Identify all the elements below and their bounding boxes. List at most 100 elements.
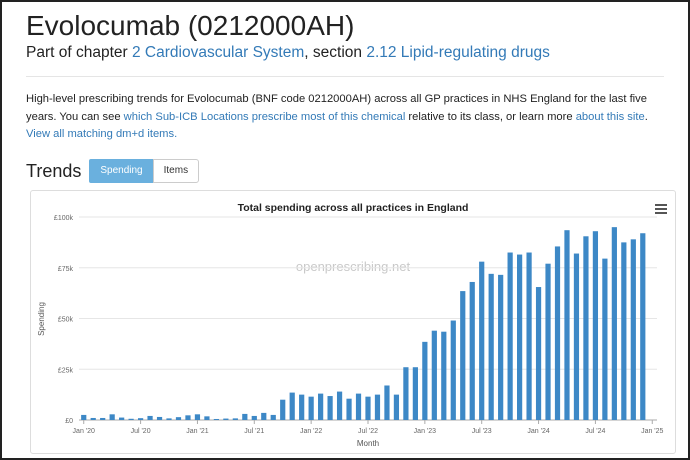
data-bar[interactable] (450, 320, 456, 420)
data-bar[interactable] (479, 261, 485, 420)
description-text-2: relative to its class, or learn more (405, 111, 576, 123)
data-bar[interactable] (147, 415, 153, 420)
y-axis-label: Spending (37, 302, 46, 336)
data-bar[interactable] (261, 412, 267, 420)
sub-icb-locations-link[interactable]: which Sub-ICB Locations prescribe most o… (123, 111, 406, 123)
data-bar[interactable] (346, 398, 352, 420)
data-bar[interactable] (175, 417, 182, 420)
data-bar[interactable] (630, 239, 636, 420)
data-bar[interactable] (308, 396, 314, 420)
data-bar[interactable] (299, 394, 305, 420)
data-bar[interactable] (403, 367, 409, 420)
y-tick-label: £0 (65, 418, 73, 425)
data-bar[interactable] (564, 230, 570, 420)
x-tick-label: Jan '22 (300, 428, 322, 435)
description-text-3: . (644, 111, 648, 123)
x-tick-label: Jan '20 (73, 428, 95, 435)
data-bar[interactable] (318, 393, 324, 420)
page-title: Evolocumab (0212000AH) (26, 10, 355, 41)
data-bar[interactable] (545, 263, 551, 420)
data-bar[interactable] (355, 393, 362, 420)
data-bar[interactable] (232, 418, 238, 420)
y-tick-label: £25k (58, 367, 74, 374)
x-tick-label: Jan '25 (641, 428, 663, 435)
data-bar[interactable] (204, 416, 210, 420)
data-bar[interactable] (289, 392, 295, 420)
tab-items[interactable]: Items (152, 159, 200, 183)
data-bar[interactable] (194, 414, 201, 420)
data-bar[interactable] (374, 394, 381, 420)
data-bar[interactable] (554, 246, 561, 420)
hamburger-menu-icon[interactable] (655, 204, 667, 214)
divider (26, 76, 664, 77)
data-bar[interactable] (640, 233, 646, 420)
x-tick-label: Jul '21 (244, 428, 264, 435)
chart-title: Total spending across all practices in E… (238, 202, 469, 214)
data-bar[interactable] (431, 330, 437, 420)
data-bar[interactable] (535, 287, 542, 420)
data-bar[interactable] (602, 258, 608, 420)
data-bar[interactable] (573, 253, 580, 420)
x-tick-label: Jul '20 (131, 428, 151, 435)
data-bar[interactable] (422, 341, 428, 420)
data-bar[interactable] (498, 274, 504, 420)
x-axis-label: Month (357, 439, 379, 448)
x-tick-label: Jul '23 (472, 428, 492, 435)
data-bar[interactable] (412, 367, 418, 420)
chapter-link[interactable]: 2 Cardiovascular System (131, 44, 305, 61)
chart-watermark: openprescribing.net (296, 259, 411, 274)
data-bar[interactable] (441, 331, 447, 420)
data-bar[interactable] (213, 418, 219, 420)
data-bar[interactable] (621, 242, 627, 420)
part-of-label: Part of chapter (26, 44, 128, 61)
section-link[interactable]: 2.12 Lipid-regulating drugs (366, 44, 550, 61)
tab-spending[interactable]: Spending (89, 159, 154, 183)
data-bar[interactable] (517, 254, 523, 420)
data-bar[interactable] (81, 414, 87, 420)
x-tick-label: Jan '24 (527, 428, 549, 435)
data-bar[interactable] (128, 418, 134, 420)
y-tick-label: £75k (58, 266, 74, 273)
data-bar[interactable] (384, 385, 390, 420)
data-bar[interactable] (137, 418, 144, 420)
trends-header: Trends Spending Items (26, 159, 200, 183)
data-bar[interactable] (166, 418, 172, 420)
data-bar[interactable] (251, 415, 257, 420)
x-tick-label: Jan '21 (186, 428, 208, 435)
description: High-level prescribing trends for Evoloc… (26, 90, 678, 126)
x-tick-label: Jul '24 (585, 428, 605, 435)
data-bar[interactable] (583, 236, 589, 420)
x-tick-label: Jul '22 (358, 428, 378, 435)
section-separator: , section (304, 44, 363, 61)
view-all-dmd-items-link[interactable]: View all matching dm+d items. (26, 128, 178, 140)
data-bar[interactable] (469, 281, 475, 420)
data-bar[interactable] (393, 394, 400, 420)
data-bar[interactable] (109, 414, 115, 420)
trends-tab-group: Spending Items (89, 159, 200, 183)
data-bar[interactable] (507, 252, 513, 420)
data-bar[interactable] (611, 227, 617, 420)
data-bar[interactable] (488, 273, 494, 420)
data-bar[interactable] (526, 252, 532, 420)
data-bar[interactable] (592, 231, 599, 420)
data-bar[interactable] (327, 396, 333, 420)
y-tick-label: £100k (54, 215, 74, 222)
data-bar[interactable] (156, 416, 163, 420)
chapter-subtitle: Part of chapter 2 Cardiovascular System,… (26, 44, 550, 62)
data-bar[interactable] (280, 399, 286, 420)
data-bar[interactable] (119, 417, 125, 420)
data-bar[interactable] (185, 415, 191, 420)
data-bar[interactable] (90, 417, 96, 420)
data-bar[interactable] (100, 417, 106, 420)
data-bar[interactable] (336, 391, 343, 420)
trends-heading: Trends (26, 160, 82, 181)
description-text-1: High-level prescribing trends for Evoloc… (26, 93, 647, 123)
data-bar[interactable] (365, 396, 371, 420)
x-tick-label: Jan '23 (414, 428, 436, 435)
data-bar[interactable] (223, 418, 229, 420)
about-site-link[interactable]: about this site (575, 111, 645, 123)
chart-panel: Total spending across all practices in E… (30, 190, 676, 454)
data-bar[interactable] (242, 413, 248, 420)
data-bar[interactable] (270, 414, 276, 420)
data-bar[interactable] (460, 291, 466, 420)
